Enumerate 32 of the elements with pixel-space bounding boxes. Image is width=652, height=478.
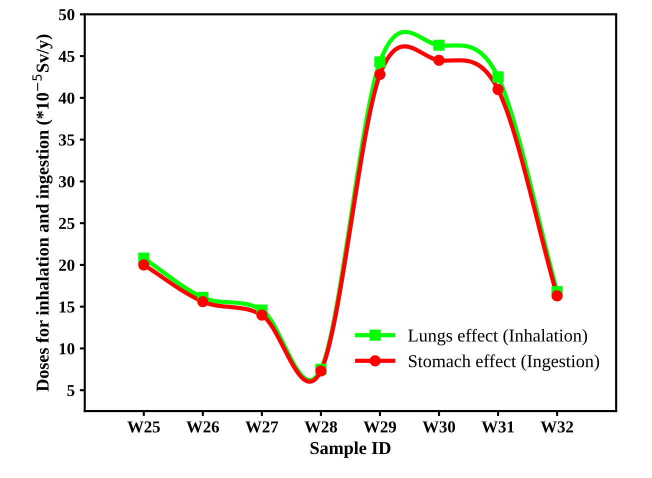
legend-label: Stomach effect (Ingestion)	[408, 354, 600, 372]
y-tick-label: 10	[60, 343, 74, 354]
y-tick-label: 20	[59, 260, 74, 271]
y-tick-label: 35	[59, 134, 74, 146]
x-tick-label: W27	[245, 421, 278, 433]
point	[552, 290, 563, 302]
x-tick-label: W31	[482, 421, 514, 433]
point	[374, 68, 386, 80]
x-tick-label: W25	[127, 421, 160, 433]
y-axis-title: Doses for inhalation and ingestion (*10$^{−5}$Sv/y)	[32, 34, 53, 392]
point	[433, 54, 445, 66]
point	[256, 309, 268, 321]
x-tick-label: W28	[304, 421, 338, 433]
y-tick-label: 45	[58, 50, 74, 62]
x-tick-label: W26	[186, 421, 220, 433]
x-axis-title: Sample ID	[310, 441, 390, 458]
x-tick-label: W30	[422, 421, 456, 433]
legend-label: Lungs effect (Inhalation)	[408, 328, 588, 346]
y-tick-label: 25	[59, 218, 74, 230]
point	[433, 40, 445, 51]
y-tick-label: 5	[67, 385, 74, 396]
point	[492, 84, 504, 96]
y-tick-label: 50	[59, 9, 74, 20]
point	[197, 296, 208, 308]
y-tick-label: 30	[59, 176, 74, 188]
point	[492, 71, 504, 83]
x-tick-label: W29	[364, 421, 396, 433]
point	[374, 56, 386, 68]
y-tick-label: 15	[60, 301, 74, 313]
point	[138, 259, 150, 270]
x-tick-label: W32	[540, 421, 574, 433]
y-tick-label: 40	[58, 92, 74, 104]
